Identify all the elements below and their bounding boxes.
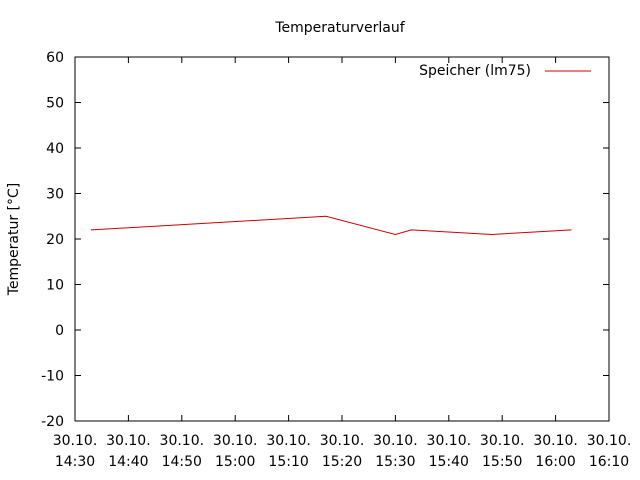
y-axis-label: Temperatur [°C] [6, 183, 22, 297]
x-tick-label-date: 30.10. [213, 433, 258, 449]
chart-title: Temperaturverlauf [274, 20, 405, 36]
x-tick-label-date: 30.10. [53, 433, 98, 449]
y-tick-label: -10 [41, 369, 64, 385]
x-tick-label-date: 30.10. [266, 433, 311, 449]
x-tick-label-time: 14:40 [108, 454, 148, 470]
x-tick-label-time: 14:50 [162, 454, 202, 470]
y-tick-label: 50 [46, 96, 64, 112]
x-tick-label-time: 15:10 [268, 454, 308, 470]
x-tick-label-date: 30.10. [320, 433, 365, 449]
y-tick-label: 60 [46, 50, 64, 66]
x-tick-label-time: 15:50 [482, 454, 522, 470]
legend-label: Speicher (lm75) [419, 63, 531, 79]
legend: Speicher (lm75) [419, 63, 591, 79]
x-tick-label-date: 30.10. [480, 433, 525, 449]
x-tick-label-time: 15:20 [322, 454, 362, 470]
y-tick-label: 40 [46, 141, 64, 157]
x-tick-label-date: 30.10. [160, 433, 205, 449]
x-tick-label-date: 30.10. [427, 433, 472, 449]
series-line-0 [90, 215, 572, 236]
x-tick-label-time: 15:30 [375, 454, 415, 470]
y-tick-label: 0 [55, 323, 64, 339]
x-tick-label-date: 30.10. [373, 433, 418, 449]
plot-area-border [74, 56, 610, 422]
x-tick-label-time: 14:30 [55, 454, 95, 470]
x-tick-label-date: 30.10. [533, 433, 578, 449]
x-tick-label-time: 15:00 [215, 454, 255, 470]
axis-ticks: -20 -10 0 10 20 30 40 50 60 30.10. 14:30 30.10. 14:4… [41, 50, 631, 470]
x-tick-label-time: 16:10 [589, 454, 629, 470]
y-tick-label: -20 [41, 414, 64, 430]
x-tick-label-date: 30.10. [106, 433, 151, 449]
y-tick-label: 20 [46, 232, 64, 248]
x-tick-label-time: 15:40 [429, 454, 469, 470]
y-tick-label: 30 [46, 187, 64, 203]
x-tick-label-date: 30.10. [587, 433, 632, 449]
series-layer [90, 215, 572, 236]
x-tick-label-time: 16:00 [535, 454, 575, 470]
y-tick-label: 10 [46, 278, 64, 294]
